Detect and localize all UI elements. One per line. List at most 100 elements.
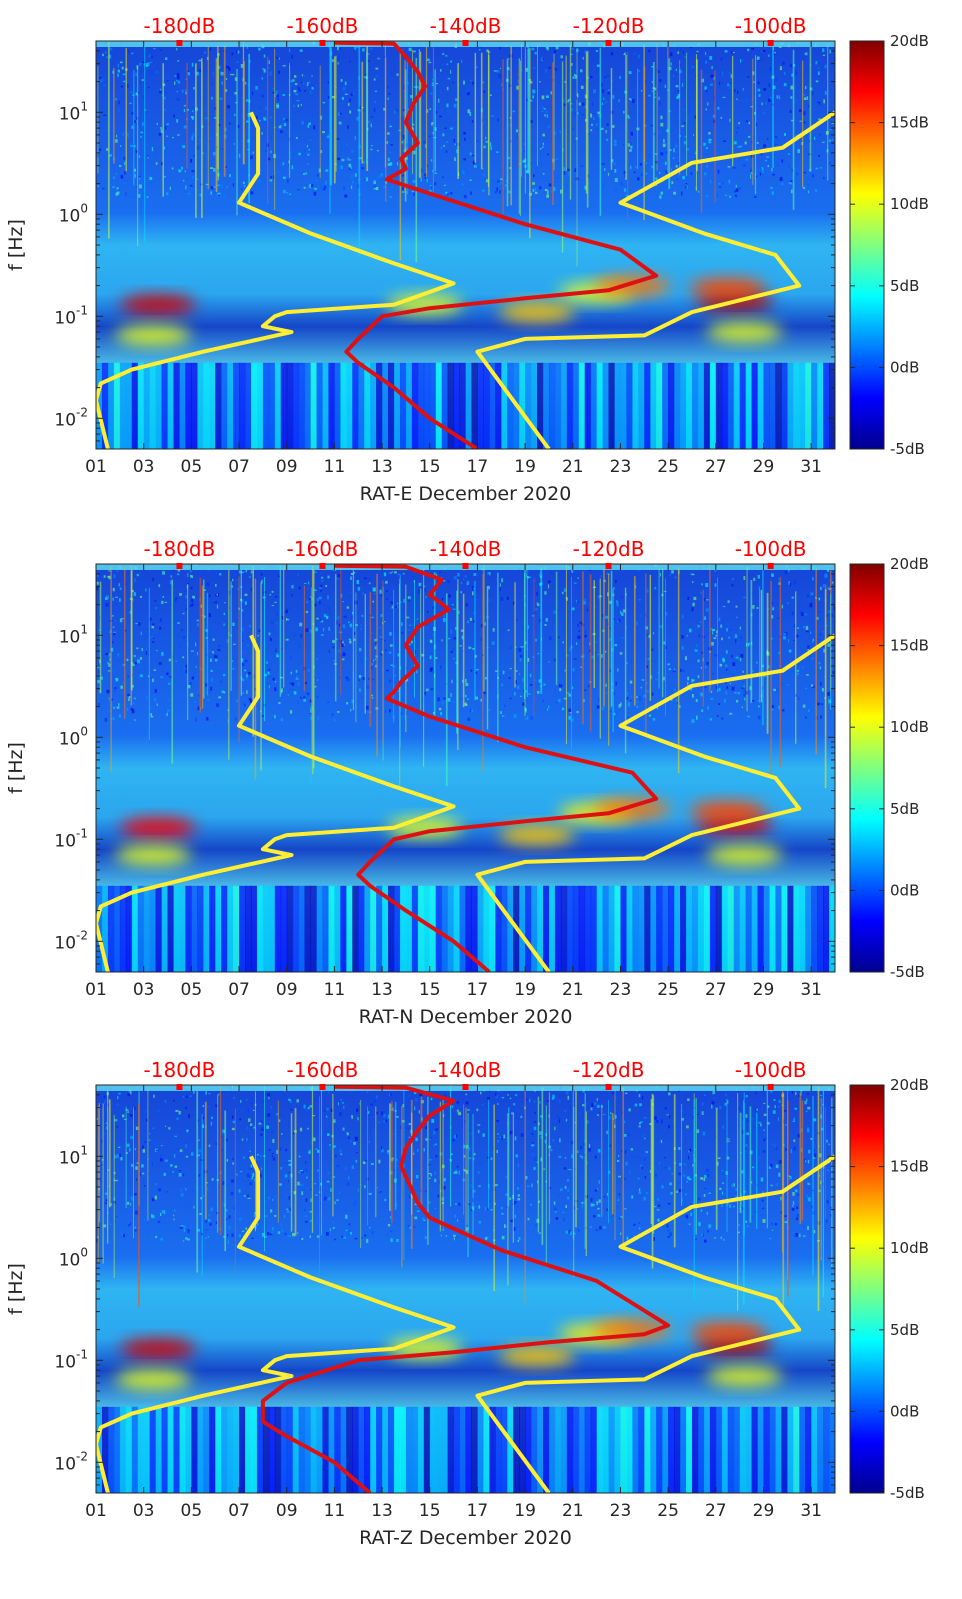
y-tick-label: 10-1 <box>54 303 88 328</box>
x-tick-label: 05 <box>181 980 203 1000</box>
x-tick-label: 11 <box>324 980 346 1000</box>
x-tick-label: 17 <box>467 457 489 477</box>
x-tick-label: 03 <box>133 980 155 1000</box>
top-db-marker <box>767 1084 774 1090</box>
top-db-label: -100dB <box>735 537 807 561</box>
x-tick-label: 19 <box>514 457 536 477</box>
x-tick-label: 27 <box>705 980 727 1000</box>
spectrogram-image <box>96 1085 835 1493</box>
colorbar-label: 10dB <box>890 718 929 736</box>
series-line-0 <box>96 111 456 449</box>
colorbar-label: 15dB <box>890 1158 929 1176</box>
x-tick-label: 09 <box>276 1501 298 1521</box>
x-tick-label: 23 <box>610 1501 632 1521</box>
colorbar-label: 5dB <box>890 277 919 295</box>
colorbar-label: 10dB <box>890 195 929 213</box>
x-tick-label: 03 <box>133 457 155 477</box>
series-line-1 <box>475 1154 835 1493</box>
x-tick-label: 29 <box>753 1501 775 1521</box>
y-tick-label: 100 <box>59 1245 88 1270</box>
y-axis-title: f [Hz] <box>5 219 27 271</box>
hotspot-5 <box>689 277 766 298</box>
top-db-marker <box>605 1084 612 1090</box>
top-db-label: -180dB <box>144 537 216 561</box>
colorbar-label: 20dB <box>890 32 929 50</box>
series-line-0 <box>96 1155 456 1493</box>
colorbar-label: 20dB <box>890 1076 929 1094</box>
hotspot-6 <box>706 1366 783 1387</box>
x-tick-label: 21 <box>562 980 584 1000</box>
colorbar-label: 5dB <box>890 1321 919 1339</box>
top-db-label: -120dB <box>573 1058 645 1082</box>
hotspot-5 <box>689 1321 766 1342</box>
top-db-label: -140dB <box>430 1058 502 1082</box>
hotspot-6 <box>706 322 783 343</box>
spectrogram-image <box>96 564 835 972</box>
y-tick-label: 10-1 <box>54 826 88 851</box>
x-tick-label: 13 <box>371 980 393 1000</box>
colorbar-label: 5dB <box>890 800 919 818</box>
hotspot-1 <box>115 325 192 346</box>
top-db-marker <box>767 563 774 569</box>
x-tick-label: 23 <box>610 457 632 477</box>
x-tick-label: 29 <box>753 980 775 1000</box>
top-db-label: -180dB <box>144 1058 216 1082</box>
y-axis-title: f [Hz] <box>5 742 27 794</box>
x-tick-label: 15 <box>419 1501 441 1521</box>
x-tick-label: 25 <box>657 457 679 477</box>
hotspot-3 <box>594 275 671 296</box>
hotspot-0 <box>119 294 196 315</box>
x-tick-label: 11 <box>324 457 346 477</box>
x-tick-label: 19 <box>514 1501 536 1521</box>
x-tick-label: 09 <box>276 980 298 1000</box>
x-tick-label: 17 <box>467 1501 489 1521</box>
top-db-marker <box>176 40 183 46</box>
top-db-marker <box>605 40 612 46</box>
spectrogram-image <box>96 41 835 449</box>
y-axis-title: f [Hz] <box>5 1263 27 1315</box>
colorbar-label: 20dB <box>890 555 929 573</box>
colorbar-label: -5dB <box>890 440 925 458</box>
top-db-label: -160dB <box>287 1058 359 1082</box>
series-line-1 <box>475 633 835 972</box>
y-tick-label: 10-2 <box>54 928 88 953</box>
x-tick-label: 19 <box>514 980 536 1000</box>
y-tick-label: 10-1 <box>54 1347 88 1372</box>
series-line-1 <box>475 110 835 449</box>
y-tick-label: 101 <box>59 99 88 124</box>
top-db-marker <box>767 40 774 46</box>
top-db-marker <box>176 1084 183 1090</box>
x-tick-label: 31 <box>800 980 822 1000</box>
x-tick-label: 21 <box>562 457 584 477</box>
top-db-label: -120dB <box>573 14 645 38</box>
x-axis-title: RAT-E December 2020 <box>360 483 572 505</box>
colorbar <box>849 1084 885 1494</box>
x-tick-label: 05 <box>181 1501 203 1521</box>
x-tick-label: 27 <box>705 457 727 477</box>
x-tick-label: 03 <box>133 1501 155 1521</box>
x-tick-label: 31 <box>800 457 822 477</box>
x-tick-label: 25 <box>657 980 679 1000</box>
top-db-label: -140dB <box>430 14 502 38</box>
series-line-2 <box>260 1085 671 1493</box>
spectrogram-panel-rat-z: 01 03 05 07 09 11 13 15 17 19 21 23 25 27 29 31 10-2 10-1… <box>5 1058 929 1549</box>
hotspot-3 <box>594 1319 671 1340</box>
y-tick-label: 101 <box>59 622 88 647</box>
x-tick-label: 07 <box>228 1501 250 1521</box>
colorbar <box>849 40 885 450</box>
y-tick-label: 100 <box>59 201 88 226</box>
hotspot-1 <box>115 1369 192 1390</box>
colorbar-label: 10dB <box>890 1239 929 1257</box>
top-db-label: -180dB <box>144 14 216 38</box>
x-tick-label: 01 <box>85 980 107 1000</box>
colorbar-label: 15dB <box>890 637 929 655</box>
hotspot-6 <box>706 845 783 866</box>
colorbar-label: -5dB <box>890 963 925 981</box>
colorbar-label: -5dB <box>890 1484 925 1502</box>
x-tick-label: 15 <box>419 457 441 477</box>
x-tick-label: 25 <box>657 1501 679 1521</box>
x-tick-label: 07 <box>228 457 250 477</box>
series-line-2 <box>334 564 659 972</box>
hotspot-3 <box>594 798 671 819</box>
